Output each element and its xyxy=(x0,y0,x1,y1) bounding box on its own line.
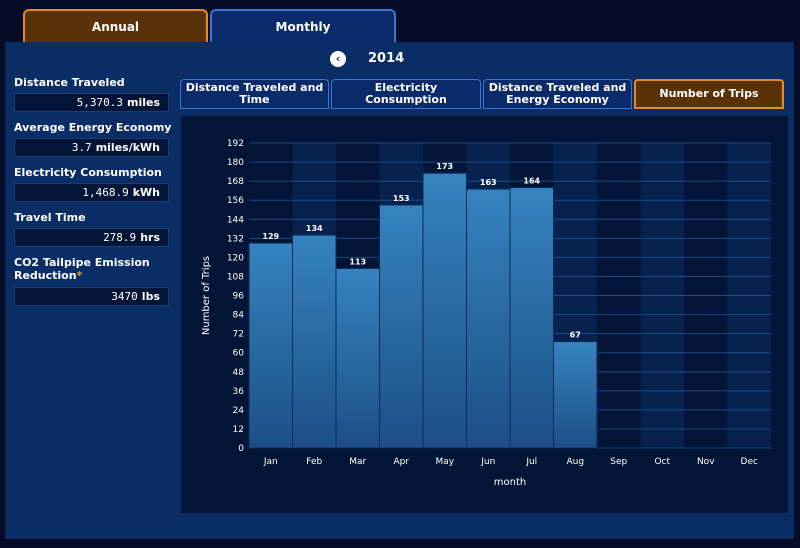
y-tick-label: 120 xyxy=(227,253,244,263)
x-tick-label: Feb xyxy=(306,457,322,467)
tab-number-of-trips[interactable]: Number of Trips xyxy=(634,79,784,109)
y-tick-label: 84 xyxy=(233,311,245,321)
travel-time-value: 278.9 hrs xyxy=(14,228,169,247)
data-label: 67 xyxy=(570,331,581,340)
y-tick-label: 96 xyxy=(233,292,245,302)
electricity-consumption-unit: kWh xyxy=(132,186,160,199)
x-tick-label: Apr xyxy=(393,457,409,467)
y-tick-label: 132 xyxy=(227,234,244,244)
y-tick-label: 24 xyxy=(233,406,245,416)
x-tick-label: Mar xyxy=(349,457,366,467)
x-tick-label: Jul xyxy=(525,457,537,467)
data-label: 153 xyxy=(393,194,410,203)
co2-reduction-number: 3470 xyxy=(111,290,138,303)
data-label: 164 xyxy=(523,176,540,185)
data-label: 129 xyxy=(262,232,279,241)
tab-distance-energy-economy[interactable]: Distance Traveled and Energy Economy xyxy=(483,79,632,109)
co2-reduction-label-text: CO2 Tailpipe Emission Reduction xyxy=(14,256,150,282)
bar-jan xyxy=(248,242,293,449)
bar-aug xyxy=(553,341,598,449)
bar-apr xyxy=(379,204,424,449)
y-tick-label: 168 xyxy=(227,177,244,187)
bar-mar xyxy=(335,267,380,449)
y-tick-label: 72 xyxy=(233,330,244,340)
co2-reduction-value: 3470 lbs xyxy=(14,287,169,306)
y-tick-label: 108 xyxy=(227,272,244,282)
travel-time-number: 278.9 xyxy=(103,231,137,244)
distance-traveled-label: Distance Traveled xyxy=(14,76,125,89)
x-tick-label: Jan xyxy=(263,457,278,467)
bar-feb xyxy=(292,234,337,449)
x-tick-label: Jun xyxy=(480,457,495,467)
y-tick-label: 48 xyxy=(233,368,245,378)
data-label: 134 xyxy=(306,224,323,233)
number-of-trips-chart: 0 12 24 36 48 60 72 84 96 108 120 132 144 156 168 180 19… xyxy=(201,139,771,488)
co2-footnote-marker: * xyxy=(76,269,83,282)
y-tick-label: 144 xyxy=(227,215,244,225)
bar-jun xyxy=(466,188,511,449)
energy-economy-label: Average Energy Economy xyxy=(14,121,172,134)
co2-reduction-unit: lbs xyxy=(141,290,160,303)
y-tick-label: 12 xyxy=(233,425,244,435)
y-tick-label: 192 xyxy=(227,139,244,149)
distance-traveled-unit: miles xyxy=(126,96,160,109)
electricity-consumption-number: 1,468.9 xyxy=(82,186,129,199)
energy-economy-unit: miles/kWh xyxy=(95,141,160,154)
x-tick-label: Aug xyxy=(566,457,584,467)
bar-jul xyxy=(509,186,554,449)
y-tick-label: 156 xyxy=(227,196,244,206)
x-tick-label: Sep xyxy=(610,457,627,467)
data-label: 113 xyxy=(349,257,366,266)
chart-area: 0 12 24 36 48 60 72 84 96 108 120 132 144 156 168 180 19… xyxy=(181,116,788,513)
data-label: 173 xyxy=(436,162,453,171)
data-label: 163 xyxy=(480,178,497,187)
x-tick-label: Oct xyxy=(654,457,670,467)
x-tick-label: May xyxy=(435,457,454,467)
x-tick-label: Nov xyxy=(697,457,715,467)
tab-distance-time[interactable]: Distance Traveled and Time xyxy=(180,79,329,109)
tab-annual[interactable]: Annual xyxy=(23,9,208,42)
co2-reduction-label: CO2 Tailpipe Emission Reduction* xyxy=(14,256,164,282)
x-tick-label: Dec xyxy=(741,457,758,467)
distance-traveled-number: 5,370.3 xyxy=(76,96,123,109)
year-label: 2014 xyxy=(368,51,405,66)
energy-economy-value: 3.7 miles/kWh xyxy=(14,138,169,157)
energy-economy-number: 3.7 xyxy=(71,141,92,154)
y-axis-label: Number of Trips xyxy=(201,256,212,335)
y-tick-label: 60 xyxy=(233,349,245,359)
previous-year-button[interactable]: ‹ xyxy=(330,51,346,67)
tab-electricity-consumption[interactable]: Electricity Consumption xyxy=(331,79,481,109)
y-tick-label: 180 xyxy=(227,158,244,168)
y-tick-label: 36 xyxy=(233,387,245,397)
tab-monthly[interactable]: Monthly xyxy=(210,9,396,42)
electricity-consumption-value: 1,468.9 kWh xyxy=(14,183,169,202)
distance-traveled-value: 5,370.3 miles xyxy=(14,93,169,112)
travel-time-label: Travel Time xyxy=(14,211,86,224)
y-tick-label: 0 xyxy=(238,444,244,454)
travel-time-unit: hrs xyxy=(140,231,160,244)
x-axis-label: month xyxy=(494,477,526,488)
electricity-consumption-label: Electricity Consumption xyxy=(14,166,162,179)
bar-may xyxy=(422,172,467,449)
